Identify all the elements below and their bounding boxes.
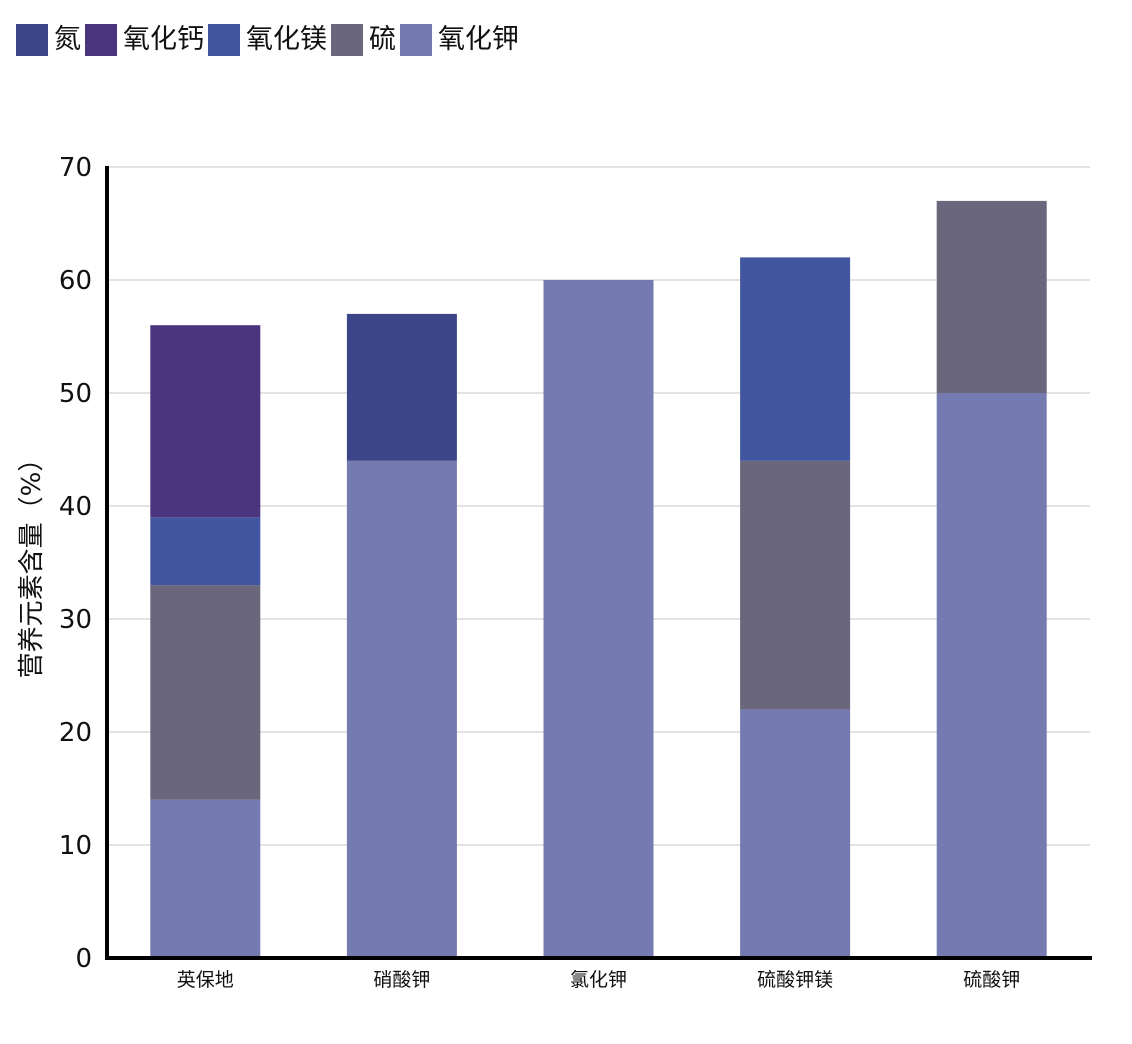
legend-swatch-potassium-oxide: [400, 24, 432, 56]
y-tick-label: 0: [75, 944, 92, 974]
y-tick-label: 60: [59, 266, 92, 296]
bars: [150, 200, 1047, 958]
legend-label-magnesium-oxide: 氧化镁: [246, 24, 327, 55]
x-category-label: 氯化钾: [570, 969, 627, 991]
y-tick-label: 50: [59, 379, 92, 409]
legend-label-calcium-oxide: 氧化钙: [123, 24, 204, 55]
legend-item-calcium-oxide: 氧化钙: [85, 22, 204, 58]
legend-swatch-calcium-oxide: [85, 24, 117, 56]
y-tick-label: 10: [59, 831, 92, 861]
x-category-labels: 英保地 硝酸钾 氯化钾 硫酸钾镁 硫酸钾: [177, 969, 1020, 991]
bar-segment: [740, 460, 851, 710]
y-tick-labels: 0 10 20 30 40 50 60 70: [59, 153, 92, 974]
axes: [105, 166, 1092, 960]
x-category-label: 硫酸钾镁: [757, 969, 833, 991]
bar-segment: [150, 325, 261, 518]
y-tick-label: 40: [59, 492, 92, 522]
bar-segment: [740, 257, 851, 461]
bar-segment: [936, 393, 1047, 958]
legend-item-potassium-oxide: 氧化钾: [400, 22, 519, 58]
legend-label-sulfur: 硫: [369, 24, 396, 55]
legend: 氮 氧化钙 氧化镁 硫 氧化钾: [16, 22, 523, 58]
legend-swatch-magnesium-oxide: [208, 24, 240, 56]
x-category-label: 英保地: [177, 969, 234, 991]
bar-segment: [346, 313, 457, 461]
bar-segment: [150, 517, 261, 586]
bar-segment: [346, 460, 457, 958]
bar-segment: [936, 200, 1047, 393]
x-category-label: 硫酸钾: [963, 969, 1020, 991]
y-tick-label: 20: [59, 718, 92, 748]
bar-segment: [740, 709, 851, 958]
legend-label-potassium-oxide: 氧化钾: [438, 24, 519, 55]
y-tick-label: 70: [59, 153, 92, 183]
legend-item-sulfur: 硫: [331, 22, 396, 58]
x-category-label: 硝酸钾: [373, 969, 430, 991]
y-axis-title: 营养元素含量（%）: [17, 446, 47, 679]
bar-segment: [150, 799, 261, 958]
legend-item-nitrogen: 氮: [16, 22, 81, 58]
legend-swatch-sulfur: [331, 24, 363, 56]
legend-swatch-nitrogen: [16, 24, 48, 56]
bar-segment: [543, 280, 654, 958]
legend-item-magnesium-oxide: 氧化镁: [208, 22, 327, 58]
legend-label-nitrogen: 氮: [54, 24, 81, 55]
y-tick-label: 30: [59, 605, 92, 635]
bar-segment: [150, 585, 261, 800]
